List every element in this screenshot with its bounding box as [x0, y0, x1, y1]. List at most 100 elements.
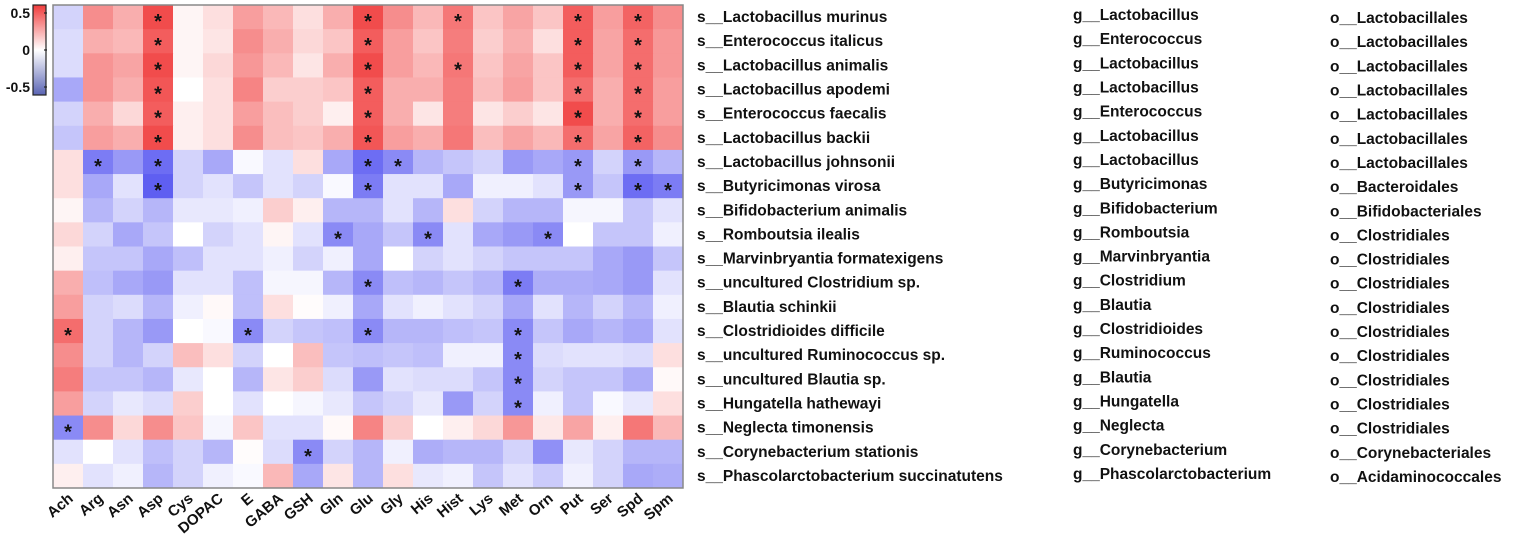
heatmap-cell — [203, 415, 234, 441]
heatmap-cell — [413, 415, 444, 441]
heatmap-cell — [323, 367, 354, 392]
heatmap-cell — [143, 246, 174, 272]
heatmap-cell — [203, 125, 234, 151]
heatmap-cell — [563, 318, 594, 344]
significance-star: * — [394, 156, 402, 178]
heatmap-cell — [533, 149, 564, 175]
species-label: s__Blautia schinkii — [697, 299, 837, 316]
heatmap-cell — [623, 463, 654, 489]
heatmap-cell — [593, 343, 624, 368]
significance-star: * — [514, 397, 522, 419]
heatmap-cell — [473, 343, 504, 368]
genus-label: g__Lactobacillus — [1073, 80, 1199, 97]
significance-star: * — [514, 349, 522, 371]
heatmap-cell — [293, 5, 324, 30]
heatmap-cell — [323, 125, 354, 151]
heatmap-cell — [503, 318, 534, 344]
heatmap-cell — [293, 294, 324, 320]
heatmap-cell — [83, 101, 114, 127]
heatmap-cell — [113, 270, 144, 296]
x-axis-label: His — [408, 490, 437, 518]
x-axis-label: E — [238, 490, 257, 509]
genus-label: g__Butyricimonas — [1073, 176, 1207, 193]
heatmap-cell — [353, 174, 384, 199]
heatmap-cell — [383, 5, 414, 30]
significance-star: * — [364, 11, 372, 33]
heatmap-cell — [293, 174, 324, 199]
species-label: s__Lactobacillus johnsonii — [697, 154, 895, 171]
order-label: o__Corynebacteriales — [1330, 445, 1491, 462]
heatmap-cell — [293, 125, 324, 151]
heatmap-cell — [173, 270, 204, 296]
significance-star: * — [154, 35, 162, 57]
significance-star: * — [364, 132, 372, 154]
heatmap-cell — [323, 149, 354, 175]
heatmap-cell — [233, 5, 264, 30]
species-label: s__Hungatella hathewayi — [697, 395, 881, 412]
heatmap-cell — [473, 318, 504, 344]
heatmap-cell — [173, 367, 204, 392]
order-label: o__Clostridiales — [1330, 324, 1450, 341]
significance-star: * — [574, 108, 582, 130]
heatmap-cell — [443, 101, 474, 127]
heatmap-cell — [413, 149, 444, 175]
heatmap-cell — [503, 391, 534, 417]
heatmap-cell — [53, 463, 84, 489]
heatmap-cell — [83, 270, 114, 296]
heatmap-cell — [653, 294, 684, 320]
heatmap-cell — [443, 174, 474, 199]
heatmap-cell — [413, 367, 444, 392]
significance-star: * — [334, 228, 342, 250]
significance-star: * — [154, 11, 162, 33]
heatmap-cell — [593, 246, 624, 272]
heatmap-cell — [83, 174, 114, 199]
heatmap-cell — [503, 222, 534, 247]
heatmap-cell — [83, 391, 114, 417]
heatmap-cell — [203, 343, 234, 368]
species-label: s__Corynebacterium stationis — [697, 444, 918, 461]
species-label: s__uncultured Clostridium sp. — [697, 275, 920, 292]
heatmap-cell — [443, 270, 474, 296]
heatmap-cell — [83, 463, 114, 489]
heatmap-cell — [143, 174, 174, 199]
significance-star: * — [154, 84, 162, 106]
heatmap-cell — [173, 391, 204, 417]
heatmap-cell — [143, 270, 174, 296]
heatmap-cell — [53, 391, 84, 417]
significance-star: * — [364, 108, 372, 130]
significance-star: * — [574, 156, 582, 178]
heatmap-cell — [653, 5, 684, 30]
heatmap-cell — [383, 53, 414, 78]
heatmap-cell — [323, 198, 354, 223]
heatmap-cell — [503, 415, 534, 441]
colorbar-tick-label: -0.5 — [6, 79, 30, 95]
heatmap-cell — [203, 174, 234, 199]
heatmap-cell — [353, 149, 384, 175]
x-axis-label: Ser — [587, 490, 617, 519]
genus-label: g__Lactobacillus — [1073, 55, 1199, 72]
genus-label: g__Corynebacterium — [1073, 442, 1227, 459]
heatmap-cell — [53, 53, 84, 78]
significance-star: * — [154, 108, 162, 130]
heatmap-cell — [503, 101, 534, 127]
heatmap-cell — [233, 439, 264, 465]
heatmap-cell — [413, 294, 444, 320]
heatmap-cell — [143, 149, 174, 175]
heatmap-cell — [473, 367, 504, 392]
species-label: s__Enterococcus faecalis — [697, 106, 887, 123]
heatmap-cell — [323, 101, 354, 127]
heatmap-cell — [473, 439, 504, 465]
heatmap-cell — [203, 391, 234, 417]
heatmap-cell — [83, 415, 114, 441]
heatmap-cell — [83, 294, 114, 320]
heatmap-cell — [653, 415, 684, 441]
heatmap-cell — [653, 246, 684, 272]
heatmap-cell — [473, 270, 504, 296]
heatmap-cell — [533, 53, 564, 78]
heatmap-cell — [203, 101, 234, 127]
heatmap-cell — [203, 222, 234, 247]
order-label: o__Clostridiales — [1330, 300, 1450, 317]
species-label: s__Lactobacillus backii — [697, 130, 870, 147]
heatmap-cell — [473, 29, 504, 54]
colorbar-tick-label: 0 — [22, 42, 30, 58]
